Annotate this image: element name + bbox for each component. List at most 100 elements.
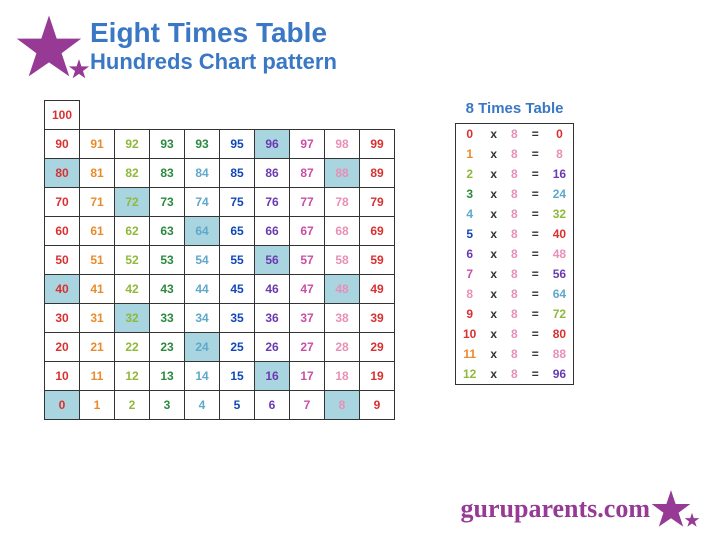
chart-cell: 36: [255, 304, 290, 333]
chart-cell: 26: [255, 333, 290, 362]
chart-cell: 83: [150, 159, 185, 188]
chart-cell: 9: [360, 391, 395, 420]
chart-cell: 0: [45, 391, 80, 420]
chart-cell: 27: [290, 333, 325, 362]
chart-cell: 10: [45, 362, 80, 391]
chart-cell: 96: [255, 130, 290, 159]
chart-cell: 23: [150, 333, 185, 362]
chart-cell: 85: [220, 159, 255, 188]
times-row: 0x8=0: [456, 124, 574, 145]
chart-cell: 79: [360, 188, 395, 217]
chart-cell: 91: [80, 130, 115, 159]
chart-cell: 56: [255, 246, 290, 275]
chart-cell: 88: [325, 159, 360, 188]
chart-cell: 37: [290, 304, 325, 333]
star-icon: [684, 512, 700, 528]
chart-cell: 33: [150, 304, 185, 333]
chart-cell: 50: [45, 246, 80, 275]
chart-cell: 87: [290, 159, 325, 188]
hundreds-chart: 1009091929393959697989980818283848586878…: [44, 100, 395, 420]
chart-cell: 72: [115, 188, 150, 217]
chart-cell: 48: [325, 275, 360, 304]
chart-cell: 29: [360, 333, 395, 362]
chart-cell: 24: [185, 333, 220, 362]
chart-cell: 86: [255, 159, 290, 188]
chart-cell: 11: [80, 362, 115, 391]
times-row: 8x8=64: [456, 284, 574, 304]
chart-cell: 47: [290, 275, 325, 304]
chart-cell: 34: [185, 304, 220, 333]
chart-cell: 54: [185, 246, 220, 275]
brand-text: guruparents.com: [461, 494, 650, 524]
times-row: 3x8=24: [456, 184, 574, 204]
chart-cell: 22: [115, 333, 150, 362]
chart-cell: 31: [80, 304, 115, 333]
chart-cell: 95: [220, 130, 255, 159]
chart-cell: 71: [80, 188, 115, 217]
chart-cell: 100: [45, 101, 80, 130]
chart-cell: 43: [150, 275, 185, 304]
chart-cell: 76: [255, 188, 290, 217]
chart-cell: 69: [360, 217, 395, 246]
chart-cell: 32: [115, 304, 150, 333]
chart-cell: 99: [360, 130, 395, 159]
star-icon: [14, 12, 84, 82]
chart-cell: 97: [290, 130, 325, 159]
page-title: Eight Times Table: [90, 19, 337, 47]
title-block: Eight Times Table Hundreds Chart pattern: [90, 19, 337, 75]
chart-cell: 15: [220, 362, 255, 391]
chart-cell: 84: [185, 159, 220, 188]
chart-cell: 13: [150, 362, 185, 391]
chart-cell: 66: [255, 217, 290, 246]
chart-cell: 3: [150, 391, 185, 420]
chart-cell: 53: [150, 246, 185, 275]
chart-cell: 1: [80, 391, 115, 420]
chart-cell: 52: [115, 246, 150, 275]
chart-cell: 44: [185, 275, 220, 304]
chart-cell: 61: [80, 217, 115, 246]
chart-cell: 17: [290, 362, 325, 391]
chart-cell: 39: [360, 304, 395, 333]
chart-cell: 6: [255, 391, 290, 420]
content: 1009091929393959697989980818283848586878…: [0, 82, 720, 420]
chart-cell: 77: [290, 188, 325, 217]
chart-cell: 57: [290, 246, 325, 275]
footer: guruparents.com: [461, 488, 700, 530]
chart-cell: 73: [150, 188, 185, 217]
chart-cell: 46: [255, 275, 290, 304]
chart-cell: 63: [150, 217, 185, 246]
chart-cell: 40: [45, 275, 80, 304]
chart-cell: 70: [45, 188, 80, 217]
chart-cell: 92: [115, 130, 150, 159]
times-row: 9x8=72: [456, 304, 574, 324]
chart-cell: 59: [360, 246, 395, 275]
chart-cell: 68: [325, 217, 360, 246]
times-row: 2x8=16: [456, 164, 574, 184]
chart-cell: 62: [115, 217, 150, 246]
chart-cell: 7: [290, 391, 325, 420]
times-table: 0x8=01x8=82x8=163x8=244x8=325x8=406x8=48…: [455, 123, 574, 385]
chart-cell: 58: [325, 246, 360, 275]
chart-cell: 5: [220, 391, 255, 420]
times-table-title: 8 Times Table: [455, 100, 574, 117]
chart-cell: 98: [325, 130, 360, 159]
times-row: 5x8=40: [456, 224, 574, 244]
chart-cell: 55: [220, 246, 255, 275]
chart-cell: 67: [290, 217, 325, 246]
chart-cell: 89: [360, 159, 395, 188]
chart-cell: 25: [220, 333, 255, 362]
chart-cell: 12: [115, 362, 150, 391]
chart-cell: 2: [115, 391, 150, 420]
chart-cell: 42: [115, 275, 150, 304]
times-row: 12x8=96: [456, 364, 574, 385]
chart-cell: 51: [80, 246, 115, 275]
chart-cell: 78: [325, 188, 360, 217]
chart-cell: 35: [220, 304, 255, 333]
chart-cell: 38: [325, 304, 360, 333]
chart-cell: 28: [325, 333, 360, 362]
chart-cell: 14: [185, 362, 220, 391]
chart-cell: 8: [325, 391, 360, 420]
chart-cell: 82: [115, 159, 150, 188]
chart-cell: 49: [360, 275, 395, 304]
chart-cell: 45: [220, 275, 255, 304]
